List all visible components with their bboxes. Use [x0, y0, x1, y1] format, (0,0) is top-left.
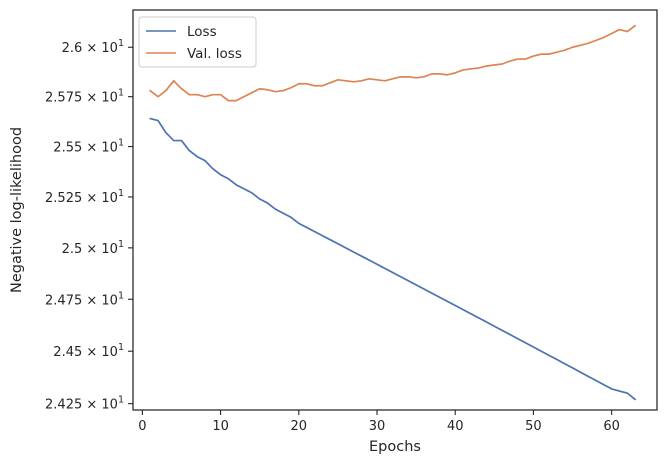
x-tick-label: 60 [603, 419, 620, 434]
legend-box [138, 16, 257, 68]
x-tick-label: 0 [138, 419, 146, 434]
y-tick-label: 2.425 × 101 [45, 395, 124, 413]
x-tick-label: 20 [291, 419, 308, 434]
y-tick-label: 2.45 × 101 [53, 342, 124, 360]
legend: Loss Val. loss [138, 16, 257, 68]
y-tick-label: 2.475 × 101 [45, 290, 124, 308]
series-line-loss [149, 117, 636, 401]
x-axis-label: Epochs [369, 439, 421, 455]
x-tick-label: 40 [447, 419, 464, 434]
ticks-layer: 0 10 20 30 40 50 60 2.425 × 101 2.45 × 101 2.475 … [45, 38, 620, 434]
y-tick-label: 2.525 × 101 [45, 188, 124, 206]
x-tick-label: 30 [369, 419, 386, 434]
series-layer [149, 24, 636, 401]
legend-label-val-loss: Val. loss [187, 46, 242, 62]
y-tick-label: 2.5 × 101 [62, 239, 124, 257]
legend-label-loss: Loss [187, 24, 217, 40]
series-line-val-loss [149, 24, 636, 102]
y-axis-label: Negative log-likelihood [9, 127, 25, 293]
x-tick-label: 50 [525, 419, 542, 434]
y-tick-label: 2.575 × 101 [45, 88, 124, 106]
x-tick-label: 10 [212, 419, 229, 434]
y-tick-label: 2.6 × 101 [62, 38, 124, 56]
plot-frame [132, 9, 658, 411]
y-tick-label: 2.55 × 101 [53, 138, 124, 156]
